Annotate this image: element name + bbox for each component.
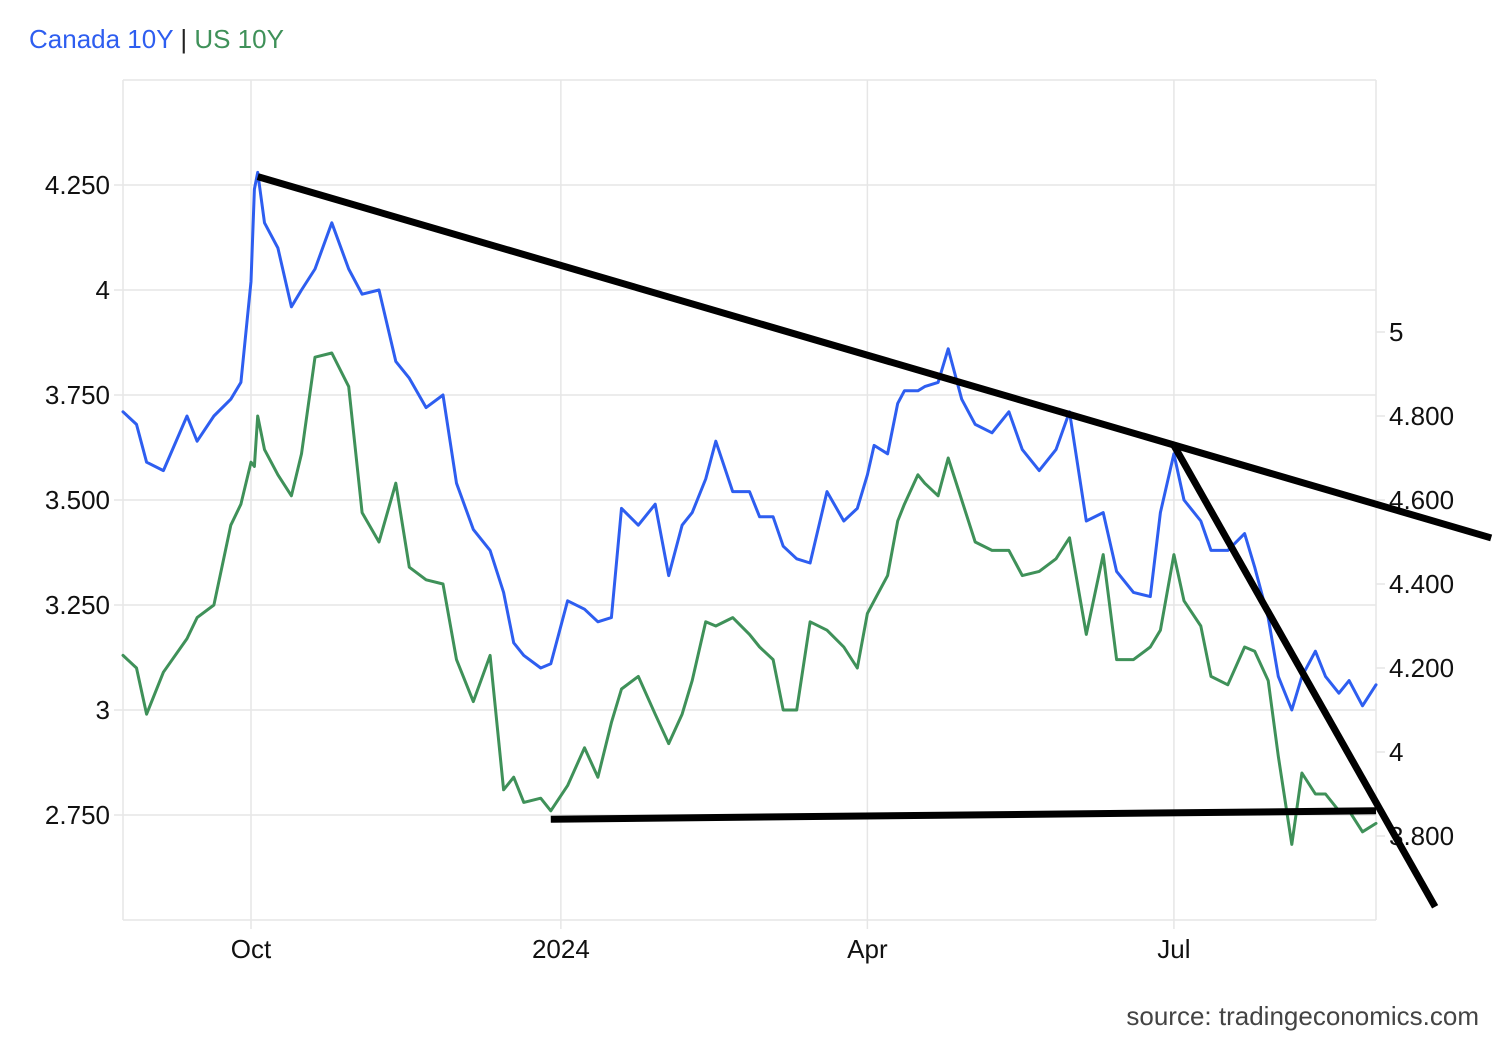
chart-title: Canada 10Y | US 10Y: [29, 24, 284, 55]
canada-10y-series-line: [121, 170, 1378, 712]
left-axis-tick-label: 4: [96, 275, 110, 305]
legend-separator: |: [180, 24, 188, 54]
right-axis-tick-label: 4.400: [1389, 569, 1454, 599]
x-axis-tick-label: Jul: [1157, 934, 1190, 964]
right-axis-tick-label: 4: [1389, 737, 1403, 767]
left-axis-tick-label: 2.750: [45, 800, 110, 830]
right-axis-tick-label: 4.800: [1389, 401, 1454, 431]
us-10y-series-line: [121, 351, 1378, 846]
canada-legend-label: Canada 10Y: [29, 24, 174, 54]
x-axis-tick-label: Oct: [231, 934, 272, 964]
left-axis-tick-label: 4.250: [45, 170, 110, 200]
right-axis-tick-label: 5: [1389, 317, 1403, 347]
left-axis-tick-label: 3.750: [45, 380, 110, 410]
left-axis-tick-label: 3.250: [45, 590, 110, 620]
horizontal-support-trendline: [550, 807, 1377, 823]
x-axis-tick-label: 2024: [532, 934, 590, 964]
left-axis-tick-label: 3.500: [45, 485, 110, 515]
left-axis-tick-label: 3: [96, 695, 110, 725]
steep-descending-trendline: [1170, 443, 1439, 909]
source-credit: source: tradingeconomics.com: [1126, 1001, 1479, 1031]
right-axis-tick-label: 4.200: [1389, 653, 1454, 683]
us-legend-label: US 10Y: [194, 24, 284, 54]
descending-resistance-trendline: [256, 173, 1493, 542]
x-axis-tick-label: Apr: [847, 934, 888, 964]
